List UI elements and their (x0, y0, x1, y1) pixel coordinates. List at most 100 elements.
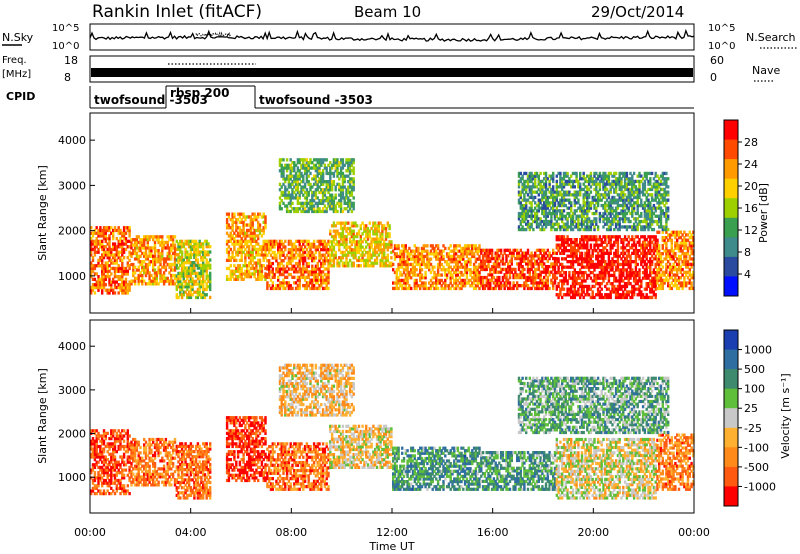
heatmap-cell (264, 218, 267, 222)
heatmap-cell (508, 284, 512, 288)
heatmap-cell (332, 196, 336, 200)
heatmap-cell (329, 264, 332, 268)
heatmap-cell (618, 282, 621, 286)
heatmap-cell (334, 185, 337, 189)
heatmap-cell (445, 276, 449, 280)
heatmap-cell (298, 174, 301, 178)
heatmap-cell (607, 254, 611, 258)
heatmap-cell (609, 268, 612, 272)
heatmap-cell (173, 243, 177, 247)
heatmap-cell (534, 195, 537, 200)
heatmap-cell (350, 232, 354, 236)
heatmap-cell (117, 242, 120, 246)
heatmap-cell (586, 238, 589, 242)
heatmap-cell (456, 265, 460, 269)
heatmap-cell (386, 232, 389, 236)
heatmap-cell (519, 284, 522, 288)
heatmap-cell (419, 252, 422, 256)
heatmap-cell (571, 293, 575, 297)
heatmap-cell (582, 243, 585, 247)
heatmap-cell (106, 250, 109, 254)
heatmap-cell (102, 253, 106, 257)
heatmap-cell (238, 275, 242, 279)
heatmap-cell (402, 246, 406, 251)
heatmap-cell (233, 231, 236, 235)
heatmap-cell (501, 284, 505, 288)
heatmap-cell (139, 246, 142, 250)
heatmap-cell (435, 284, 438, 288)
heatmap-cell (566, 243, 569, 247)
heatmap-cell (202, 285, 205, 289)
heatmap-cell (277, 270, 280, 274)
heatmap-cell (282, 177, 285, 181)
heatmap-cell (108, 242, 111, 246)
heatmap-cell (613, 284, 616, 289)
heatmap-cell (413, 257, 416, 261)
heatmap-cell (379, 242, 382, 247)
heatmap-cell (108, 226, 111, 230)
heatmap-cell (352, 207, 355, 211)
heatmap-cell (652, 235, 656, 239)
heatmap-cell (632, 276, 636, 280)
heatmap-cell (187, 245, 191, 249)
heatmap-cell (658, 262, 661, 266)
heatmap-cell (444, 281, 447, 285)
heatmap-cell (285, 261, 289, 266)
heatmap-cell (602, 254, 605, 258)
heatmap-cell (101, 280, 104, 284)
heatmap-cell (643, 295, 647, 300)
heatmap-cell (303, 270, 307, 274)
heatmap-cell (269, 242, 273, 246)
heatmap-cell (685, 284, 688, 288)
heatmap-cell (280, 267, 283, 271)
heatmap-cell (361, 240, 364, 244)
heatmap-cell (579, 276, 582, 280)
heatmap-cell (645, 262, 648, 267)
heatmap-cell (293, 270, 296, 274)
heatmap-cell (605, 235, 609, 239)
heatmap-cell (137, 260, 140, 264)
heatmap-cell (182, 274, 185, 278)
heatmap-cell (462, 257, 465, 261)
heatmap-cell (447, 265, 451, 269)
heatmap-cell (652, 293, 656, 297)
heatmap-cell (264, 247, 267, 252)
heatmap-cell (148, 282, 151, 286)
heatmap-cell (381, 242, 384, 247)
heatmap-cell (530, 201, 533, 205)
heatmap-cell (293, 161, 296, 165)
heatmap-cell (688, 230, 691, 234)
heatmap-cell (260, 234, 264, 238)
heatmap-cell (523, 206, 526, 210)
heatmap-cell (602, 257, 605, 261)
heatmap-cell (203, 253, 207, 257)
heatmap-cell (604, 265, 607, 269)
heatmap-cell (620, 287, 623, 291)
heatmap-cell (260, 277, 264, 281)
heatmap-cell (137, 249, 140, 253)
heatmap-cell (209, 245, 212, 249)
heatmap-cell (170, 282, 173, 286)
heatmap-cell (463, 244, 467, 248)
heatmap-cell (225, 277, 229, 281)
heatmap-cell (104, 239, 107, 243)
heatmap-cell (124, 231, 128, 235)
heatmap-cell (650, 240, 654, 244)
heatmap-cell (568, 249, 571, 253)
heatmap-cell (577, 287, 580, 291)
heatmap-cell (179, 255, 182, 259)
heatmap-cell (126, 264, 129, 268)
heatmap-cell (235, 275, 238, 279)
heatmap-cell (307, 180, 310, 184)
heatmap-cell (302, 261, 305, 266)
heatmap-cell (285, 163, 289, 167)
heatmap-cell (392, 268, 395, 272)
heatmap-cell (128, 258, 131, 262)
heatmap-cell (643, 254, 647, 258)
heatmap-cell (521, 214, 524, 218)
heatmap-cell (309, 248, 312, 252)
heatmap-cell (278, 272, 282, 277)
heatmap-cell (99, 283, 102, 287)
heatmap-cell (291, 286, 294, 291)
heatmap-cell (587, 254, 591, 258)
